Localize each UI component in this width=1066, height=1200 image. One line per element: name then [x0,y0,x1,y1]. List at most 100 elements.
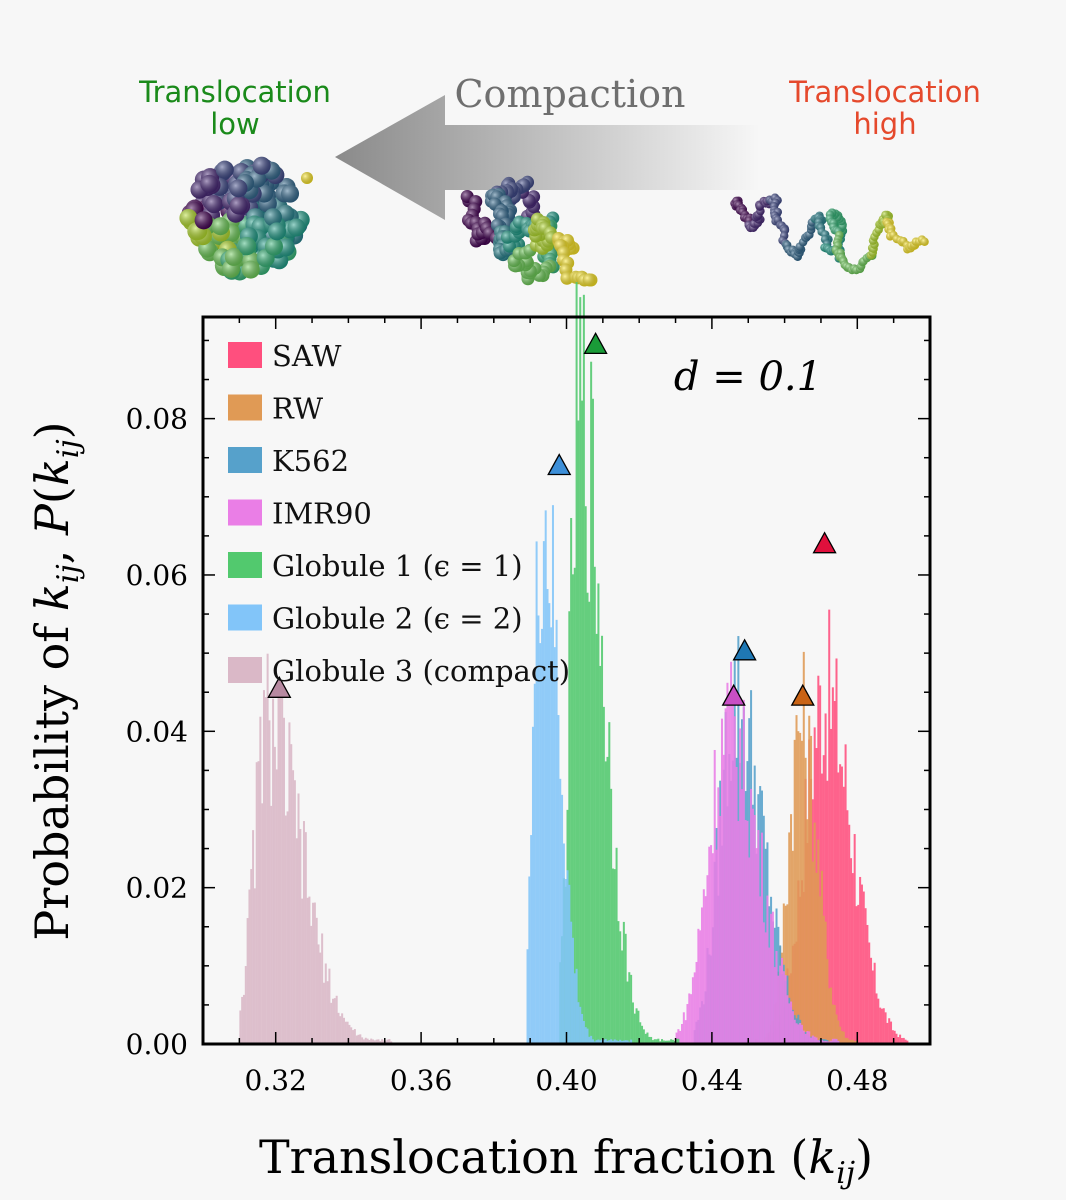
y-tick-label: 0.00 [126,1028,188,1061]
histogram-bar [651,1040,654,1044]
histogram-bar [626,981,629,1044]
histogram-bar [279,697,282,1044]
peak-marker-1 [790,683,815,706]
histogram-bar [577,420,580,1045]
histogram-bar [857,904,860,1044]
histogram-bar [895,1033,898,1044]
histogram-bar [724,708,727,1044]
histogram-bar [824,713,827,1044]
histogram-bar [682,1012,685,1044]
histogram-bar [806,1030,809,1044]
histogram-bar [626,1040,629,1044]
histogram-bar [773,967,776,1044]
histogram-bar [731,690,734,1044]
histogram-bar [259,716,262,1044]
histogram-bar [599,665,602,1044]
y-axis-label: Probability of kij, P(kij) [25,421,86,940]
histogram-bar [820,870,823,1044]
histogram-bar [882,1008,885,1044]
histogram-bar [535,541,538,1044]
histogram-bar [244,966,247,1044]
histogram-bar [830,728,833,1044]
histogram-bar [648,1036,651,1044]
x-tick-label: 0.32 [245,1064,307,1097]
histogram-bar [837,772,840,1044]
histogram-bar [900,1038,903,1044]
histogram-bar [886,1022,889,1044]
histogram-bar [875,993,878,1044]
histogram-bar [824,921,827,1044]
x-tick-label: 0.40 [535,1064,597,1097]
histogram-bar [851,1039,854,1044]
series-5-bars [526,505,633,1044]
histogram-bar [873,962,876,1044]
histogram-bar [802,651,805,1044]
histogram-bar [533,683,536,1044]
histogram-bar [853,834,856,1044]
histogram-bar [726,682,729,1044]
histogram-bar [570,921,573,1044]
histogram-bar [622,921,625,1044]
histogram-bar [352,1030,355,1044]
histogram-bar [281,692,284,1044]
histogram-bar [613,869,616,1044]
histogram-bar [833,1038,836,1044]
histogram-bar [697,928,700,1044]
histogram-bar [831,1004,834,1044]
histogram-bar [840,1031,843,1044]
legend-swatch [228,552,262,578]
histogram-bar [301,898,304,1044]
histogram-bar [368,1039,371,1044]
histogram-bar [655,1039,658,1044]
peak-marker-4 [583,332,608,355]
histogram-bar [657,1038,660,1044]
histogram-bar [582,1020,585,1044]
histogram-bar [528,876,531,1044]
histogram-bar [846,810,849,1044]
histogram-bar [862,891,865,1044]
histogram-bar [684,1020,687,1044]
histogram-bar [388,1039,391,1044]
histogram-bar [248,889,251,1044]
peak-marker-0 [812,531,837,554]
histogram-bar [542,541,545,1044]
histogram-bar [313,902,316,1044]
histogram-bar [870,957,873,1044]
series-4-bars [559,282,680,1045]
histogram-bar [644,1033,647,1044]
histogram-bar [904,1039,907,1044]
histogram-bars [239,282,909,1045]
histogram-bar [662,1040,665,1044]
histogram-bar [831,687,834,1044]
histogram-bar [839,1026,842,1044]
histogram-bar [537,615,540,1044]
histogram-bar [261,803,264,1044]
histogram-bar [653,1039,656,1044]
histogram-bar [860,884,863,1044]
histogram-bar [530,835,533,1044]
histogram-bar [666,1040,669,1044]
histogram-bar [784,905,787,1044]
histogram-bar [859,876,862,1044]
histogram-bar [611,868,614,1044]
histogram-bar [566,870,569,1044]
histogram-bar [880,1008,883,1044]
histogram-bar [786,995,789,1044]
histogram-bar [602,706,605,1044]
histogram-bar [762,922,765,1044]
histogram-bar [770,913,773,1044]
peak-marker-5 [547,453,572,476]
histogram-bar [606,1040,609,1044]
histogram-bar [813,822,816,1044]
histogram-bar [719,815,722,1044]
histogram-bar [711,853,714,1044]
histogram-bar [788,832,791,1044]
histogram-bar [635,1008,638,1044]
histogram-bar [602,1039,605,1044]
histogram-bar [782,971,785,1044]
monomer-bead-shade [215,160,234,179]
histogram-bar [571,574,574,1044]
histogram-bar [619,931,622,1044]
histogram-bar [581,400,584,1044]
histogram-bar [292,770,295,1044]
